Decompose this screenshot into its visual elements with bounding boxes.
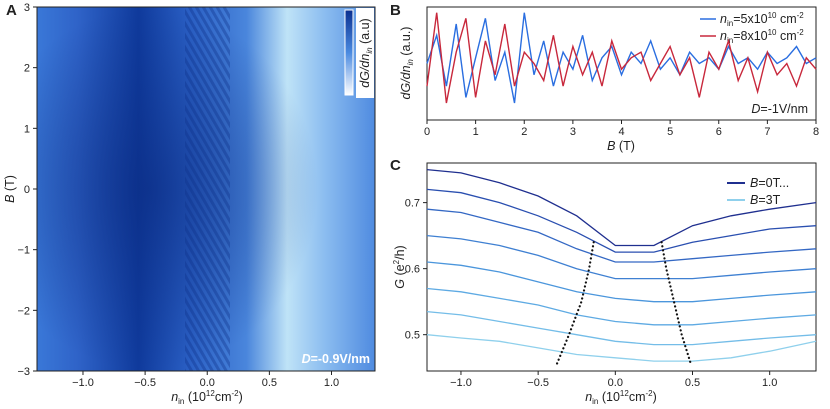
x-tick-label: 8 xyxy=(813,126,819,138)
series-line xyxy=(426,334,817,362)
y-tick-label: −1 xyxy=(17,245,30,257)
x-tick-label: 1 xyxy=(473,126,479,138)
series-line xyxy=(426,234,817,280)
heatmap-ripples xyxy=(185,7,230,371)
x-tick-label: 2 xyxy=(521,126,527,138)
series-line xyxy=(426,310,817,346)
series-line xyxy=(426,287,817,326)
colorbar xyxy=(344,9,354,96)
y-tick-label: −2 xyxy=(17,305,30,317)
panel-letter: B xyxy=(390,2,401,19)
y-tick-label: 0 xyxy=(24,184,30,196)
guide-line xyxy=(660,241,693,366)
y-tick-label: 0.5 xyxy=(405,330,420,342)
x-tick-label: 6 xyxy=(716,126,722,138)
y-tick-label: 0.6 xyxy=(405,264,420,276)
panel-letter: A xyxy=(6,2,17,19)
annotation: D=-1V/nm xyxy=(751,102,808,116)
y-tick-label: 3 xyxy=(24,2,30,14)
x-tick-label: −0.5 xyxy=(527,377,549,389)
y-tick-label: 2 xyxy=(24,63,30,75)
y-label: dG/dnin (a.u.) xyxy=(399,27,415,100)
x-tick-label: −1.0 xyxy=(72,377,94,389)
series-line xyxy=(426,261,817,303)
series-line xyxy=(426,12,817,104)
x-tick-label: 0.5 xyxy=(262,377,277,389)
x-tick-label: 0 xyxy=(424,126,430,138)
y-tick-label: 0.7 xyxy=(405,198,420,210)
x-tick-label: 0.0 xyxy=(608,377,623,389)
x-tick-label: 4 xyxy=(618,126,624,138)
series-line xyxy=(426,168,817,247)
x-tick-label: −1.0 xyxy=(450,377,472,389)
panel-letter: C xyxy=(390,157,401,174)
x-tick-label: 0.0 xyxy=(200,377,215,389)
x-tick-label: 1.0 xyxy=(762,377,777,389)
panel-b: B dG/dnin (a.u.) B (T) D=-1V/nm nin=5x10… xyxy=(390,2,817,153)
x-tick-label: 0.5 xyxy=(685,377,700,389)
annotation: D=-0.9V/nm xyxy=(302,352,370,366)
x-label: nin (1012cm-2) xyxy=(171,389,243,406)
series-line xyxy=(426,188,817,253)
x-tick-label: −0.5 xyxy=(134,377,156,389)
frame xyxy=(426,162,817,372)
x-label: nin (1012cm-2) xyxy=(585,389,657,406)
y-label: G (e2/h) xyxy=(392,245,407,288)
x-label: B (T) xyxy=(607,139,635,153)
legend-entry: B=0T... xyxy=(750,176,789,190)
x-tick-label: 5 xyxy=(667,126,673,138)
x-tick-label: 7 xyxy=(764,126,770,138)
x-tick-label: 3 xyxy=(570,126,576,138)
series-line xyxy=(426,12,817,104)
x-tick-label: 1.0 xyxy=(324,377,339,389)
series-line xyxy=(426,208,817,263)
legend-entry: nin=5x1010 cm-2 xyxy=(720,11,804,28)
y-tick-label: −3 xyxy=(17,366,30,378)
y-label: B (T) xyxy=(3,175,17,203)
legend-entry: nin=8x1010 cm-2 xyxy=(720,28,804,45)
colorbar-label: dG/dnin (a.u) xyxy=(358,18,374,87)
guide-line xyxy=(555,241,595,366)
panel-c: C G (e2/h) nin (1012cm-2) B=0T... B=3T xyxy=(390,157,817,406)
colorbar-label-bg xyxy=(356,8,374,98)
legend-entry: B=3T xyxy=(750,193,781,207)
y-tick-label: 1 xyxy=(24,123,30,135)
panel-a: dG/dnin (a.u) A B (T) nin (1012cm-2) D=-… xyxy=(3,2,376,406)
